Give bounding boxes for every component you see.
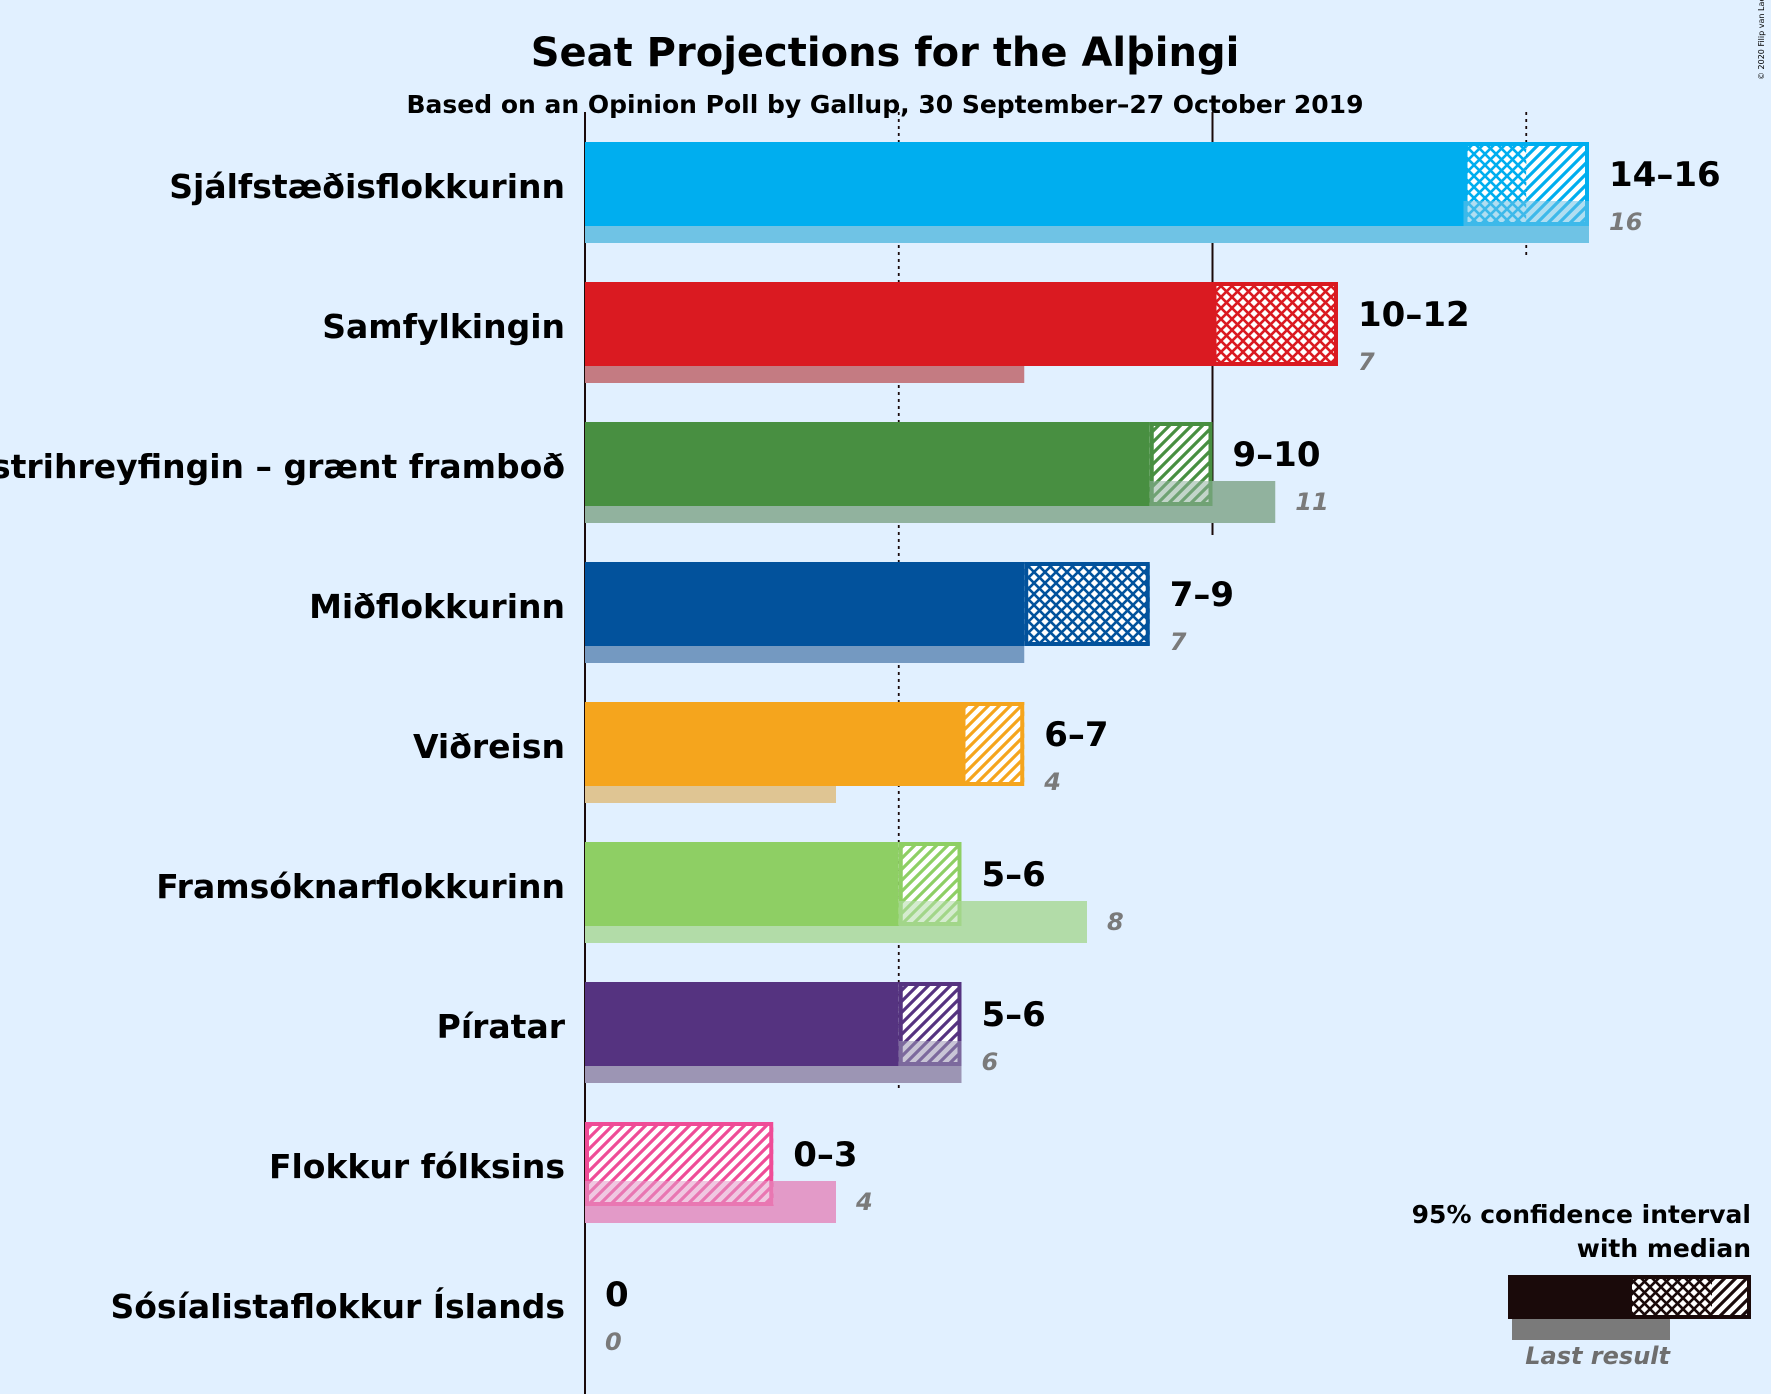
party-name: Viðreisn bbox=[413, 727, 565, 766]
ci-outline bbox=[961, 702, 1025, 786]
legend-hatch-swatch bbox=[1712, 1275, 1751, 1319]
legend-ci-line1: 95% confidence interval bbox=[1412, 1200, 1751, 1229]
projection-bar bbox=[585, 282, 1213, 366]
party-row: Sjálfstæðisflokkurinn 14–16 16 bbox=[169, 142, 1721, 243]
legend-last-result: Last result bbox=[1525, 1342, 1671, 1370]
party-row: Sósíalistaflokkur Íslands 0 0 bbox=[110, 1275, 628, 1356]
ci-lower-segment bbox=[1212, 282, 1338, 366]
range-label: 0 bbox=[605, 1275, 629, 1315]
ci-lower-segment bbox=[1024, 562, 1150, 646]
legend-last-result-swatch bbox=[1512, 1318, 1670, 1340]
last-result-label: 16 bbox=[1609, 208, 1642, 236]
last-result-overlay bbox=[1463, 201, 1589, 226]
last-result-overlay bbox=[585, 1181, 774, 1206]
legend-ci-outline bbox=[1628, 1275, 1751, 1319]
projection-bar bbox=[585, 982, 899, 1066]
party-row: Vinstrihreyfingin – grænt framboð 9–10 11 bbox=[0, 422, 1329, 523]
credit-text: © 2020 Filip van Laenen bbox=[1757, 0, 1766, 80]
last-result-overlay bbox=[898, 1041, 962, 1066]
party-row: Miðflokkurinn 7–9 7 bbox=[309, 562, 1234, 663]
party-name: Flokkur fólksins bbox=[269, 1147, 565, 1186]
chart-title: Seat Projections for the Alþingi bbox=[531, 30, 1240, 76]
last-result-overlay bbox=[1149, 481, 1213, 506]
party-name: Vinstrihreyfingin – grænt framboð bbox=[0, 447, 565, 486]
party-row: Viðreisn 6–7 4 bbox=[413, 702, 1109, 803]
range-label: 9–10 bbox=[1233, 435, 1321, 475]
party-name: Framsóknarflokkurinn bbox=[156, 867, 565, 906]
range-label: 5–6 bbox=[982, 855, 1046, 895]
range-label: 10–12 bbox=[1358, 295, 1470, 335]
ci-outline bbox=[1212, 282, 1338, 366]
party-row: Framsóknarflokkurinn 5–6 8 bbox=[156, 842, 1124, 943]
range-label: 14–16 bbox=[1609, 155, 1721, 195]
party-row: Flokkur fólksins 0–3 4 bbox=[269, 1122, 873, 1223]
party-name: Sósíalistaflokkur Íslands bbox=[110, 1286, 565, 1326]
party-bars: Sjálfstæðisflokkurinn 14–16 16 Samfylkingin… bbox=[0, 142, 1721, 1356]
ci-outline bbox=[1024, 562, 1150, 646]
range-label: 6–7 bbox=[1044, 715, 1108, 755]
party-name: Píratar bbox=[437, 1007, 566, 1046]
last-result-label: 4 bbox=[855, 1188, 873, 1216]
legend-cross-swatch bbox=[1630, 1275, 1712, 1319]
projection-bar bbox=[585, 702, 962, 786]
range-label: 7–9 bbox=[1170, 575, 1234, 615]
last-result-label: 6 bbox=[982, 1048, 999, 1076]
range-label: 5–6 bbox=[982, 995, 1046, 1035]
legend-ci-line2: with median bbox=[1577, 1234, 1751, 1263]
party-row: Píratar 5–6 6 bbox=[437, 982, 1046, 1083]
projection-bar bbox=[585, 562, 1025, 646]
projection-bar bbox=[585, 842, 899, 926]
chart-subtitle: Based on an Opinion Poll by Gallup, 30 S… bbox=[407, 90, 1364, 119]
projection-bar bbox=[585, 422, 1150, 506]
last-result-label: 7 bbox=[1358, 348, 1375, 376]
ci-upper-segment bbox=[961, 702, 1025, 786]
last-result-label: 7 bbox=[1170, 628, 1187, 656]
last-result-label: 0 bbox=[605, 1328, 622, 1356]
projection-bar bbox=[585, 142, 1464, 226]
party-row: Samfylkingin 10–12 7 bbox=[322, 282, 1470, 383]
party-name: Miðflokkurinn bbox=[309, 587, 565, 626]
last-result-label: 11 bbox=[1295, 488, 1328, 516]
party-name: Sjálfstæðisflokkurinn bbox=[169, 167, 565, 206]
last-result-label: 4 bbox=[1043, 768, 1061, 796]
last-result-label: 8 bbox=[1107, 908, 1124, 936]
party-name: Samfylkingin bbox=[322, 307, 565, 346]
legend-solid-swatch bbox=[1508, 1275, 1630, 1319]
range-label: 0–3 bbox=[793, 1135, 857, 1175]
last-result-overlay bbox=[898, 901, 962, 926]
legend: 95% confidence interval with median Last… bbox=[1412, 1200, 1751, 1370]
